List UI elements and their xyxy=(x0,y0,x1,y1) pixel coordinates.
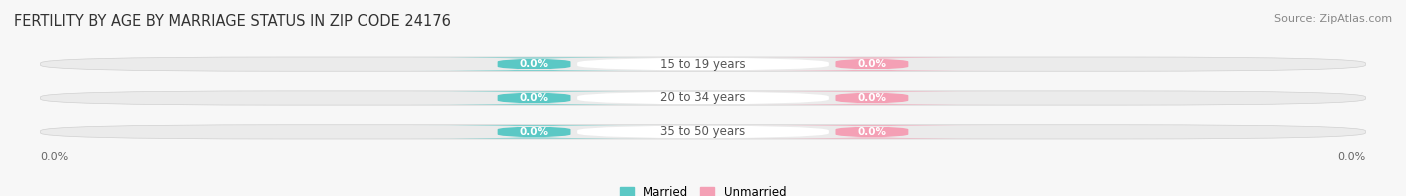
FancyBboxPatch shape xyxy=(576,91,830,105)
Text: 20 to 34 years: 20 to 34 years xyxy=(661,92,745,104)
Text: 15 to 19 years: 15 to 19 years xyxy=(661,58,745,71)
FancyBboxPatch shape xyxy=(749,91,994,105)
Text: 35 to 50 years: 35 to 50 years xyxy=(661,125,745,138)
FancyBboxPatch shape xyxy=(412,91,657,105)
FancyBboxPatch shape xyxy=(41,91,1365,105)
FancyBboxPatch shape xyxy=(576,125,830,139)
FancyBboxPatch shape xyxy=(576,57,830,71)
Text: 0.0%: 0.0% xyxy=(520,93,548,103)
FancyBboxPatch shape xyxy=(41,125,1365,139)
Text: 0.0%: 0.0% xyxy=(858,59,886,69)
FancyBboxPatch shape xyxy=(412,125,657,139)
Text: Source: ZipAtlas.com: Source: ZipAtlas.com xyxy=(1274,14,1392,24)
Legend: Married, Unmarried: Married, Unmarried xyxy=(614,182,792,196)
FancyBboxPatch shape xyxy=(412,57,657,71)
FancyBboxPatch shape xyxy=(749,57,994,71)
Text: 0.0%: 0.0% xyxy=(520,59,548,69)
Text: 0.0%: 0.0% xyxy=(41,152,69,162)
Text: 0.0%: 0.0% xyxy=(858,127,886,137)
FancyBboxPatch shape xyxy=(749,125,994,139)
Text: 0.0%: 0.0% xyxy=(1337,152,1365,162)
Text: 0.0%: 0.0% xyxy=(858,93,886,103)
FancyBboxPatch shape xyxy=(41,57,1365,71)
Text: FERTILITY BY AGE BY MARRIAGE STATUS IN ZIP CODE 24176: FERTILITY BY AGE BY MARRIAGE STATUS IN Z… xyxy=(14,14,451,29)
Text: 0.0%: 0.0% xyxy=(520,127,548,137)
